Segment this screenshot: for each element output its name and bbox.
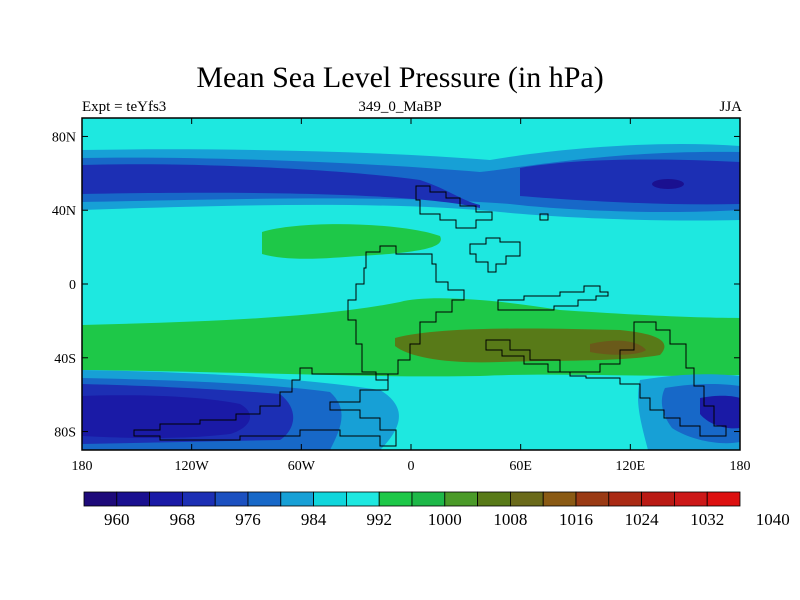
x-tick-label: 120W	[175, 459, 210, 474]
colorbar-swatch	[608, 491, 642, 507]
colorbar-swatch	[641, 491, 675, 507]
north-blue-band	[82, 164, 480, 208]
colorbar-swatch	[378, 491, 413, 507]
south-high-olive	[395, 328, 665, 363]
colorbar-label: 968	[170, 510, 196, 529]
colorbar-swatch	[542, 491, 577, 507]
colorbar-swatch	[509, 491, 544, 507]
colorbar-label: 984	[301, 510, 327, 529]
colorbar: 960 968 976 984 992 1000 1008 1016 1024 1032 1040	[83, 491, 790, 529]
colorbar-swatch	[181, 491, 216, 507]
colorbar-label: 1016	[559, 510, 593, 529]
x-tick-label: 60E	[509, 459, 532, 474]
colorbar-label: 1040	[756, 510, 790, 529]
experiment-label: Expt = teYfs3	[82, 99, 167, 115]
colorbar-swatch	[575, 491, 610, 507]
north-blue-east	[520, 159, 740, 205]
colorbar-swatch	[149, 491, 183, 507]
colorbar-swatch	[247, 491, 282, 507]
colorbar-swatch	[706, 491, 741, 507]
x-tick-label: 60W	[288, 459, 316, 474]
x-tick-label: 120E	[616, 459, 646, 474]
coastline-southeast	[485, 321, 727, 437]
colorbar-swatch	[411, 491, 446, 507]
south-deep-core	[82, 395, 251, 438]
x-tick-label: 180	[730, 459, 751, 474]
colorbar-label: 1008	[493, 510, 527, 529]
season-label: JJA	[719, 99, 742, 115]
south-deep-east	[700, 395, 740, 429]
colorbar-label: 1000	[428, 510, 462, 529]
x-tick-label: 180	[72, 459, 93, 474]
colorbar-label: 992	[366, 510, 392, 529]
colorbar-swatch	[477, 491, 511, 507]
y-tick-label: 0	[69, 278, 76, 293]
y-tick-label: 80S	[54, 426, 76, 441]
south-high-brown	[590, 340, 646, 355]
axis-ticks: 180 120W 60W 0 60E 120E 180 80N 40N 0 40S 80S	[52, 118, 751, 474]
colorbar-label: 976	[235, 510, 261, 529]
coastline-asia	[469, 237, 521, 273]
colorbar-label: 1024	[625, 510, 660, 529]
coastlines	[133, 185, 727, 447]
coastline-indian	[497, 285, 609, 311]
coastline-island	[539, 213, 549, 221]
colorbar-swatch	[116, 491, 151, 507]
colorbar-swatch	[444, 491, 478, 507]
y-tick-label: 80N	[52, 130, 76, 145]
colorbar-swatch	[313, 491, 347, 507]
colorbar-swatch	[214, 491, 249, 507]
period-label: 349_0_MaBP	[358, 99, 442, 115]
y-tick-label: 40S	[54, 352, 76, 367]
colorbar-label: 960	[104, 510, 130, 529]
north-low-core	[652, 179, 684, 189]
map-title: Mean Sea Level Pressure (in hPa)	[196, 61, 604, 94]
coastline-southwest	[133, 367, 397, 447]
colorbar-swatch	[83, 491, 118, 507]
coastline-africa	[347, 245, 465, 381]
colorbar-swatch	[674, 491, 708, 507]
colorbar-swatch	[280, 491, 314, 507]
y-tick-label: 40N	[52, 204, 76, 219]
coastline-north	[415, 185, 493, 229]
colorbar-label: 1032	[690, 510, 724, 529]
x-tick-label: 0	[408, 459, 415, 474]
colorbar-swatch	[345, 491, 380, 507]
